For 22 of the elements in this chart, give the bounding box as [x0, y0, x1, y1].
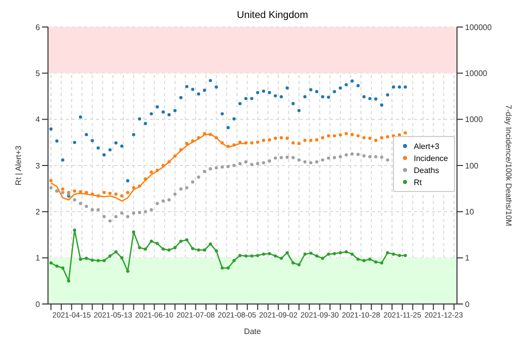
y2-tick-label: 1000: [465, 115, 484, 124]
y-tick-label: 2: [36, 208, 41, 217]
y2-tick-label: 0: [465, 300, 470, 309]
x-axis-title: Date: [244, 327, 262, 336]
y2-axis-title: 7-day Incidence/100k Deaths/10M: [504, 104, 514, 227]
y-tick-label: 4: [36, 115, 41, 124]
y2-tick-label: 10000: [465, 69, 488, 78]
chart-title: United Kingdom: [236, 9, 310, 23]
y-tick-label: 0: [36, 300, 41, 309]
y2-tick-label: 10: [465, 208, 474, 217]
legend-label: Deaths: [414, 166, 440, 174]
legend-label: Rt: [414, 178, 422, 186]
legend-label: Incidence: [414, 154, 448, 162]
y-tick-label: 3: [36, 161, 41, 170]
y-axis-title: Rt | Alert+3: [14, 145, 23, 186]
y-tick-label: 6: [36, 22, 41, 32]
y2-tick-label: 100000: [465, 22, 492, 32]
y2-tick-label: 1: [465, 254, 470, 263]
y2-tick-label: 100: [465, 161, 479, 170]
y-tick-label: 1: [36, 254, 41, 263]
legend-label: Alert+3: [414, 142, 440, 150]
y-tick-label: 5: [36, 69, 41, 78]
